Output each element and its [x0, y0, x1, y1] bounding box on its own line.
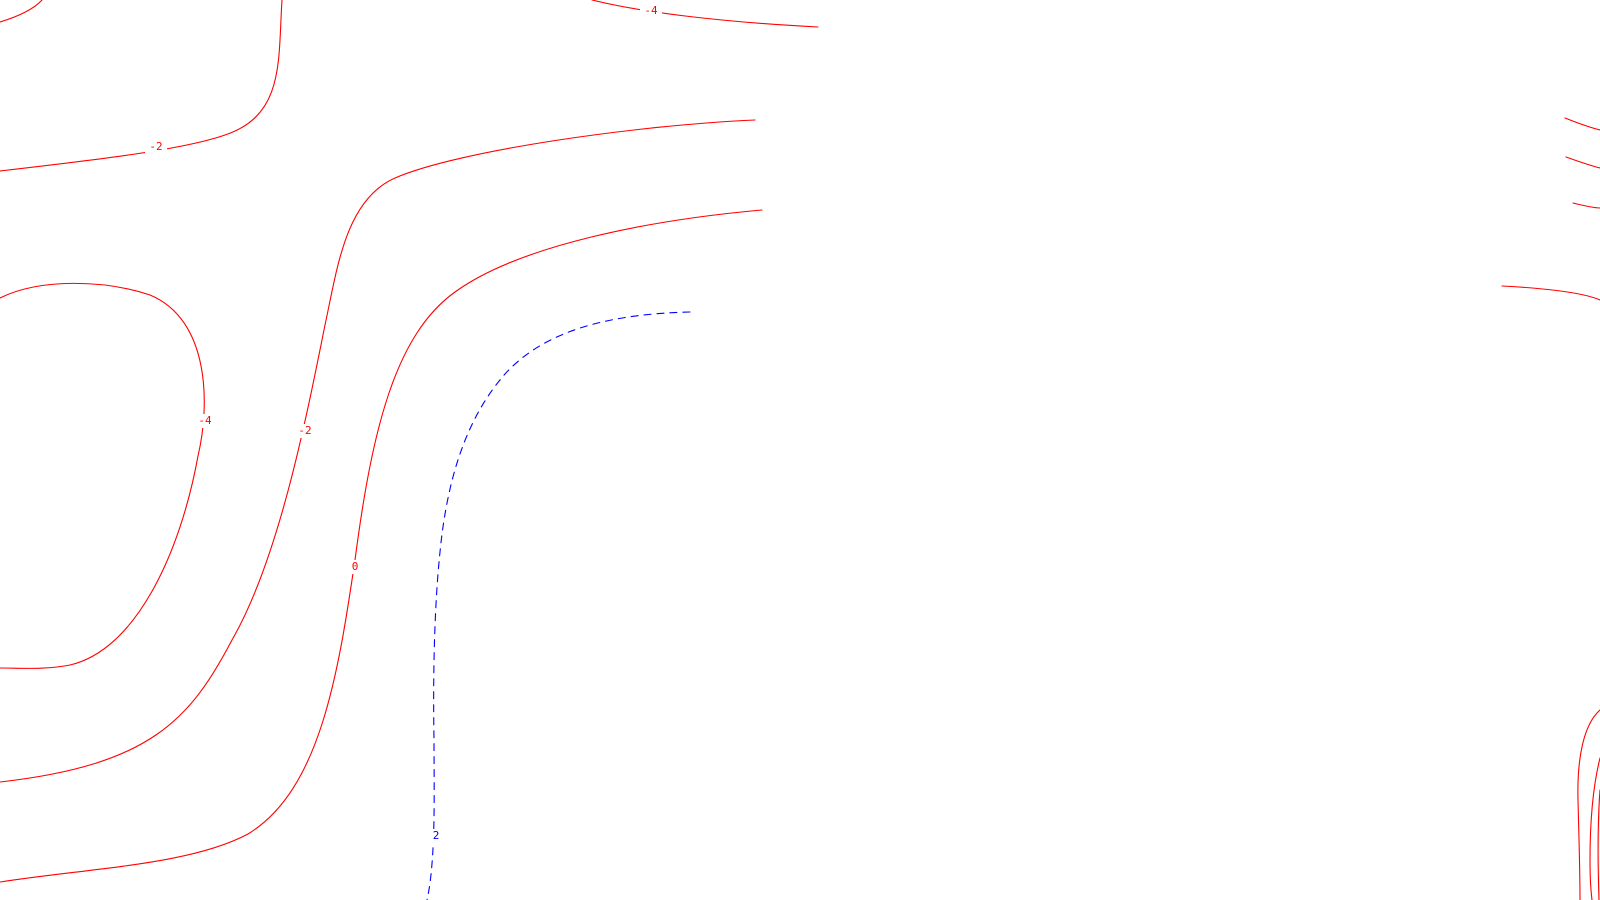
contour-label-middle-neg2: -2	[298, 424, 311, 437]
contour-line	[0, 119, 756, 783]
contour-line	[0, 0, 43, 23]
contour-line	[0, 209, 763, 883]
contour-label-upper-left-neg2: -2	[149, 140, 162, 153]
contour-label-closed-neg4: -4	[198, 414, 212, 427]
contour-label-zero: 0	[352, 560, 359, 573]
contour-line	[1589, 757, 1600, 900]
contour-label-top-neg4: -4	[644, 4, 658, 17]
label-background	[194, 414, 216, 428]
contour-line	[1597, 789, 1600, 900]
contour-line	[1572, 202, 1600, 209]
label-background	[429, 829, 443, 843]
contour-line	[1564, 117, 1600, 131]
label-background	[640, 4, 662, 18]
contour-line	[0, 282, 205, 669]
contour-line	[0, 0, 283, 172]
label-background	[145, 140, 167, 154]
label-background	[294, 424, 316, 438]
contour-label-dashed-2: 2	[433, 829, 440, 842]
contour-line	[1565, 156, 1600, 169]
positive-contour-line	[426, 311, 691, 900]
contour-line	[591, 0, 819, 28]
contour-line	[1577, 709, 1600, 900]
contour-line	[1501, 285, 1600, 301]
label-background	[348, 560, 362, 574]
